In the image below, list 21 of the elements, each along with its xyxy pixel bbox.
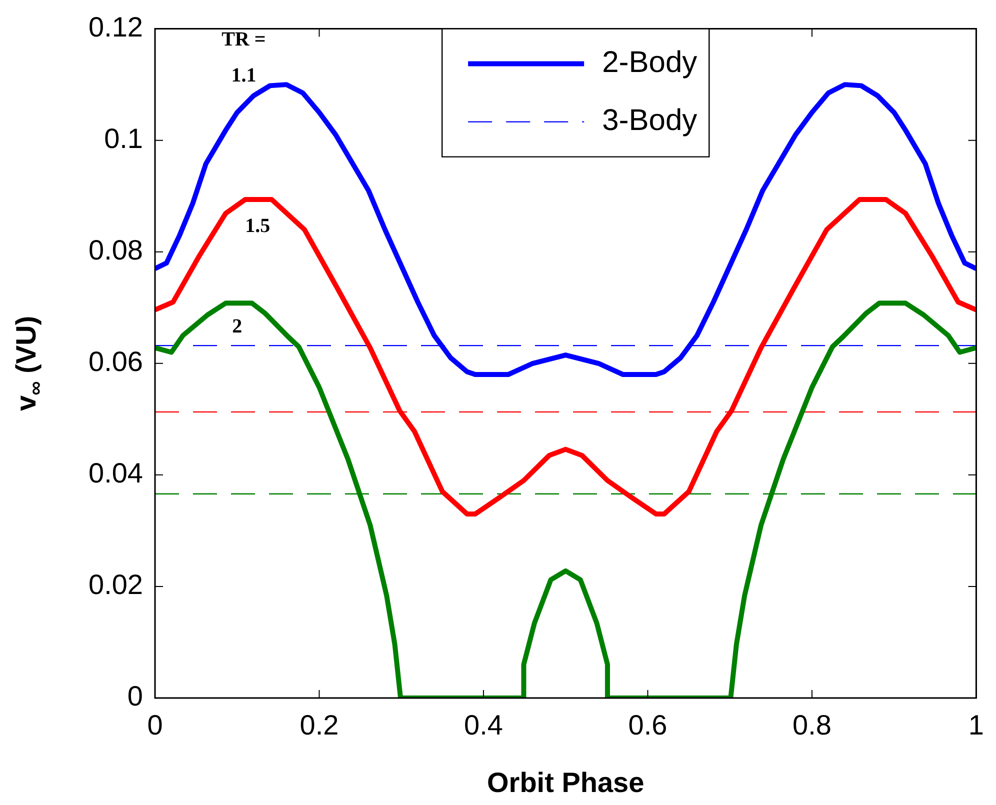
y-tick-label: 0.04 xyxy=(88,458,143,489)
y-tick-label: 0 xyxy=(127,680,143,712)
y-tick-label: 0.12 xyxy=(88,12,143,43)
x-tick-label: 0.6 xyxy=(628,710,668,741)
y-tick-label: 0.1 xyxy=(104,123,143,154)
annotation: TR = xyxy=(222,28,266,50)
x-tick-label: 0.8 xyxy=(792,710,832,741)
annotation: 1.5 xyxy=(245,215,270,238)
legend-label: 3-Body xyxy=(602,104,698,138)
x-tick-label: 0.2 xyxy=(300,710,339,741)
x-axis-title: Orbit Phase xyxy=(487,766,644,798)
annotation: 1.1 xyxy=(231,64,256,86)
x-tick-label: 1 xyxy=(968,710,984,741)
x-tick-label: 0 xyxy=(147,710,163,741)
x-tick-label: 0.4 xyxy=(464,710,503,741)
annotation: 2 xyxy=(232,315,242,338)
y-tick-label: 0.08 xyxy=(88,234,143,266)
y-tick-label: 0.06 xyxy=(88,346,143,378)
legend-label: 2-Body xyxy=(602,46,698,80)
y-axis-title: v∞ (VU) xyxy=(10,316,47,411)
y-tick-label: 0.02 xyxy=(88,569,143,600)
